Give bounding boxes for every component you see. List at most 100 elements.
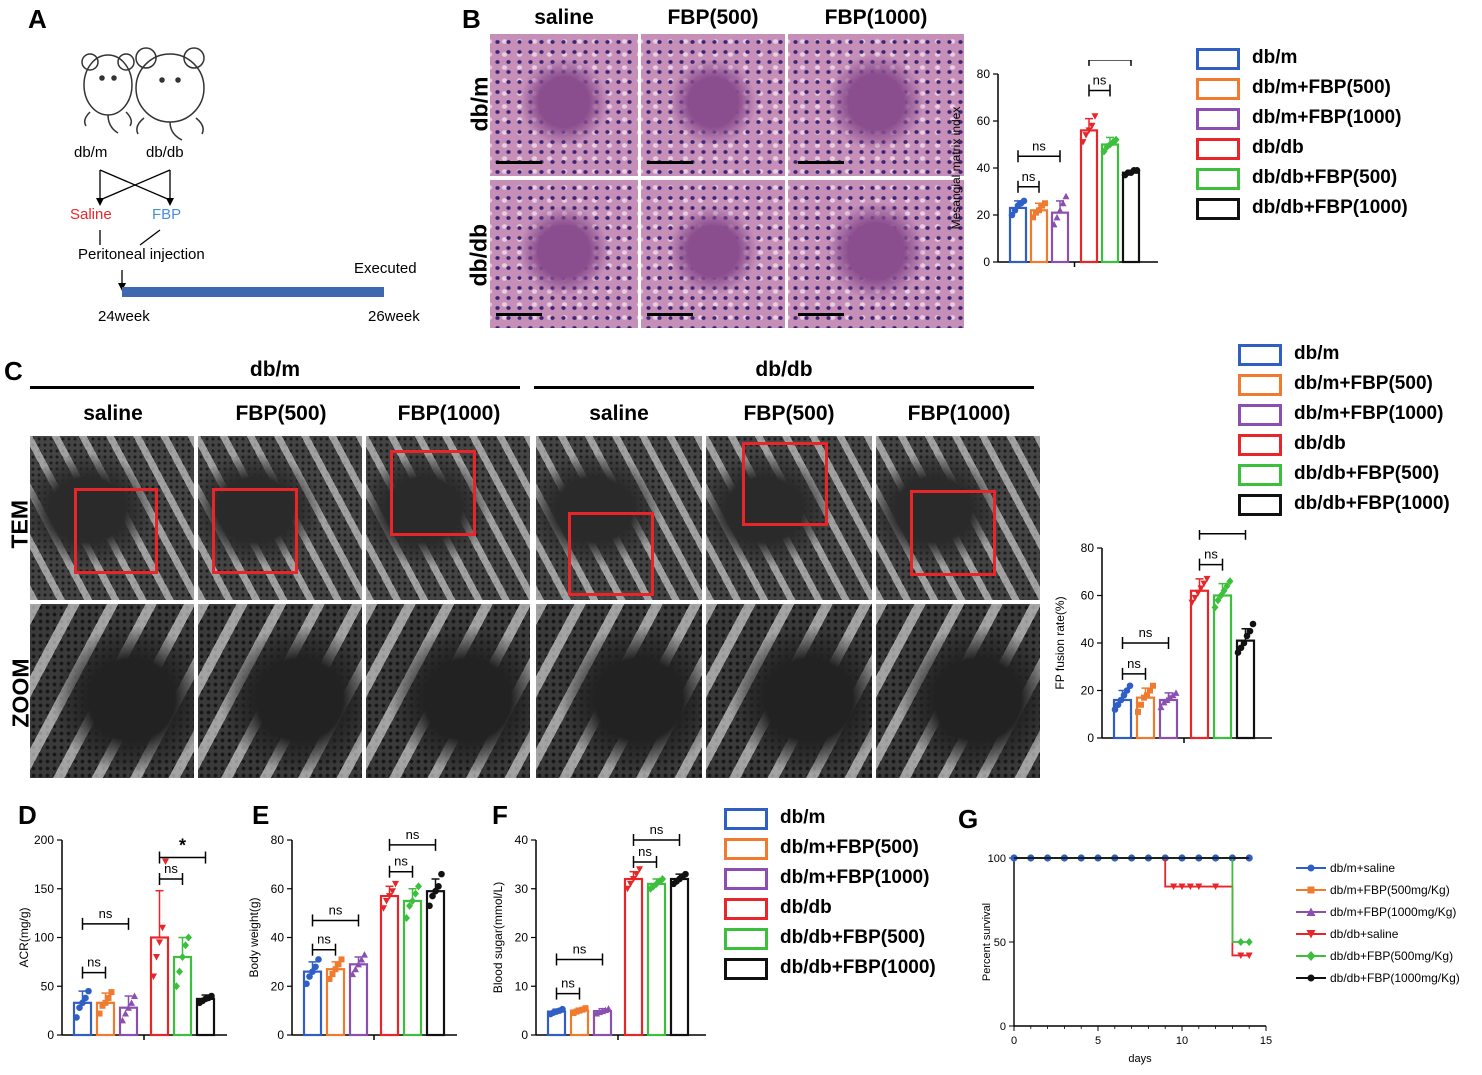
- data-point: [1100, 147, 1108, 156]
- data-point: [1036, 207, 1042, 214]
- significance-label: ns: [1093, 72, 1107, 87]
- he-image-dbm-fbp1000: [788, 34, 964, 176]
- data-point: [682, 870, 689, 878]
- y-tick-label: 0: [277, 1028, 284, 1042]
- tem-image-4: [536, 436, 702, 600]
- panel-c-col-title-3: FBP(1000): [397, 402, 501, 425]
- data-point: [128, 999, 135, 1006]
- bar: [669, 877, 690, 1037]
- panel-b-col-title-2: FBP(500): [667, 6, 759, 29]
- survival-marker: [1237, 938, 1245, 946]
- x-axis-label: days: [1128, 1053, 1152, 1065]
- data-point: [159, 924, 166, 932]
- data-point: [1234, 649, 1242, 656]
- panel-c-col-title-1: saline: [83, 402, 143, 425]
- fp-fusion-chart: 0 20 40 60 80 FP fusion rate(%) ns ns ns *: [1053, 530, 1272, 745]
- y-tick-label: 0: [1000, 1021, 1006, 1033]
- data-point: [1191, 594, 1199, 602]
- data-point: [605, 1005, 612, 1012]
- data-point: [361, 951, 368, 958]
- data-point: [122, 1010, 129, 1017]
- group-rule-dbm: [30, 386, 520, 389]
- zoom-image-3: [366, 604, 530, 778]
- data-point: [1223, 582, 1231, 590]
- data-point: [312, 963, 319, 971]
- data-point: [1243, 632, 1251, 640]
- data-point: [380, 905, 387, 912]
- panel-c-group-title-1: db/m: [249, 358, 301, 381]
- data-point: [131, 992, 138, 999]
- data-point: [1157, 703, 1165, 711]
- data-point: [435, 883, 442, 890]
- panel-c-label: C: [4, 356, 23, 386]
- data-point: [1091, 113, 1099, 120]
- he-image-dbm-fbp500: [641, 34, 785, 176]
- data-point: [179, 953, 186, 961]
- zoom-image-1: [30, 604, 194, 778]
- data-point: [582, 1005, 589, 1012]
- mouse-label-dbm: db/m: [74, 144, 108, 161]
- data-point: [358, 955, 365, 963]
- data-point: [1112, 135, 1120, 144]
- significance-label: *: [1219, 530, 1226, 532]
- panel-f-label: F: [492, 800, 508, 830]
- significance-label: ns: [406, 827, 420, 842]
- significance-label: *: [179, 836, 186, 856]
- y-axis-label: Blood sugar(mmol/L): [491, 882, 505, 993]
- data-point: [125, 1004, 132, 1011]
- data-point: [326, 975, 333, 982]
- data-point: [79, 999, 86, 1007]
- data-point: [309, 968, 316, 975]
- data-point: [119, 1016, 126, 1024]
- y-tick-label: 60: [977, 114, 991, 128]
- significance-label: ns: [87, 955, 101, 970]
- y-tick-label: 80: [1081, 541, 1095, 555]
- data-point: [627, 880, 634, 888]
- data-point: [1194, 590, 1202, 597]
- y-tick-label: 50: [994, 937, 1006, 949]
- mouse-label-dbdb: db/db: [146, 144, 184, 161]
- blood-sugar-chart: 0 10 20 30 40 Blood sugar(mmol/L) ns ns ns ns: [491, 822, 706, 1042]
- data-point: [392, 880, 399, 888]
- data-point: [349, 970, 356, 978]
- y-tick-label: 80: [271, 833, 285, 847]
- panel-e-label: E: [252, 800, 270, 830]
- y-tick-label: 40: [1081, 636, 1095, 650]
- data-point: [633, 871, 640, 878]
- significance-label: ns: [99, 906, 113, 921]
- data-point: [406, 901, 413, 910]
- y-tick-label: 20: [515, 931, 529, 945]
- data-point: [1214, 596, 1222, 605]
- data-point: [636, 866, 643, 873]
- survival-marker: [1186, 883, 1194, 891]
- data-point: [1123, 687, 1131, 694]
- data-point: [173, 982, 180, 991]
- data-point: [409, 896, 416, 905]
- survival-marker: [1245, 938, 1253, 946]
- data-point: [415, 882, 422, 891]
- zoom-image-2: [198, 604, 362, 778]
- body-weight-chart: 0 20 40 60 80 Body weight(g) ns ns ns ns: [247, 827, 457, 1042]
- fbp-label: FBP: [152, 206, 182, 223]
- data-point: [1053, 213, 1061, 221]
- data-point: [1056, 206, 1064, 214]
- panel-a-label: A: [28, 4, 47, 34]
- survival-marker: [1178, 883, 1186, 891]
- y-tick-label: 20: [271, 979, 285, 993]
- data-point: [1138, 701, 1144, 708]
- y-tick-label: 40: [977, 161, 991, 175]
- data-point: [1030, 214, 1036, 221]
- survival-marker: [1237, 952, 1245, 959]
- data-point: [389, 888, 396, 895]
- injection-label: Peritoneal injection: [78, 246, 205, 263]
- panel-b-col-title-3: FBP(1000): [824, 6, 928, 29]
- data-point: [329, 971, 336, 978]
- data-point: [96, 1010, 103, 1017]
- data-point: [176, 967, 183, 976]
- bar: [1079, 129, 1099, 264]
- mouse-icon-dbdb: [135, 47, 205, 141]
- data-point: [429, 892, 436, 900]
- significance-label: ns: [394, 854, 408, 869]
- data-point: [105, 994, 112, 1001]
